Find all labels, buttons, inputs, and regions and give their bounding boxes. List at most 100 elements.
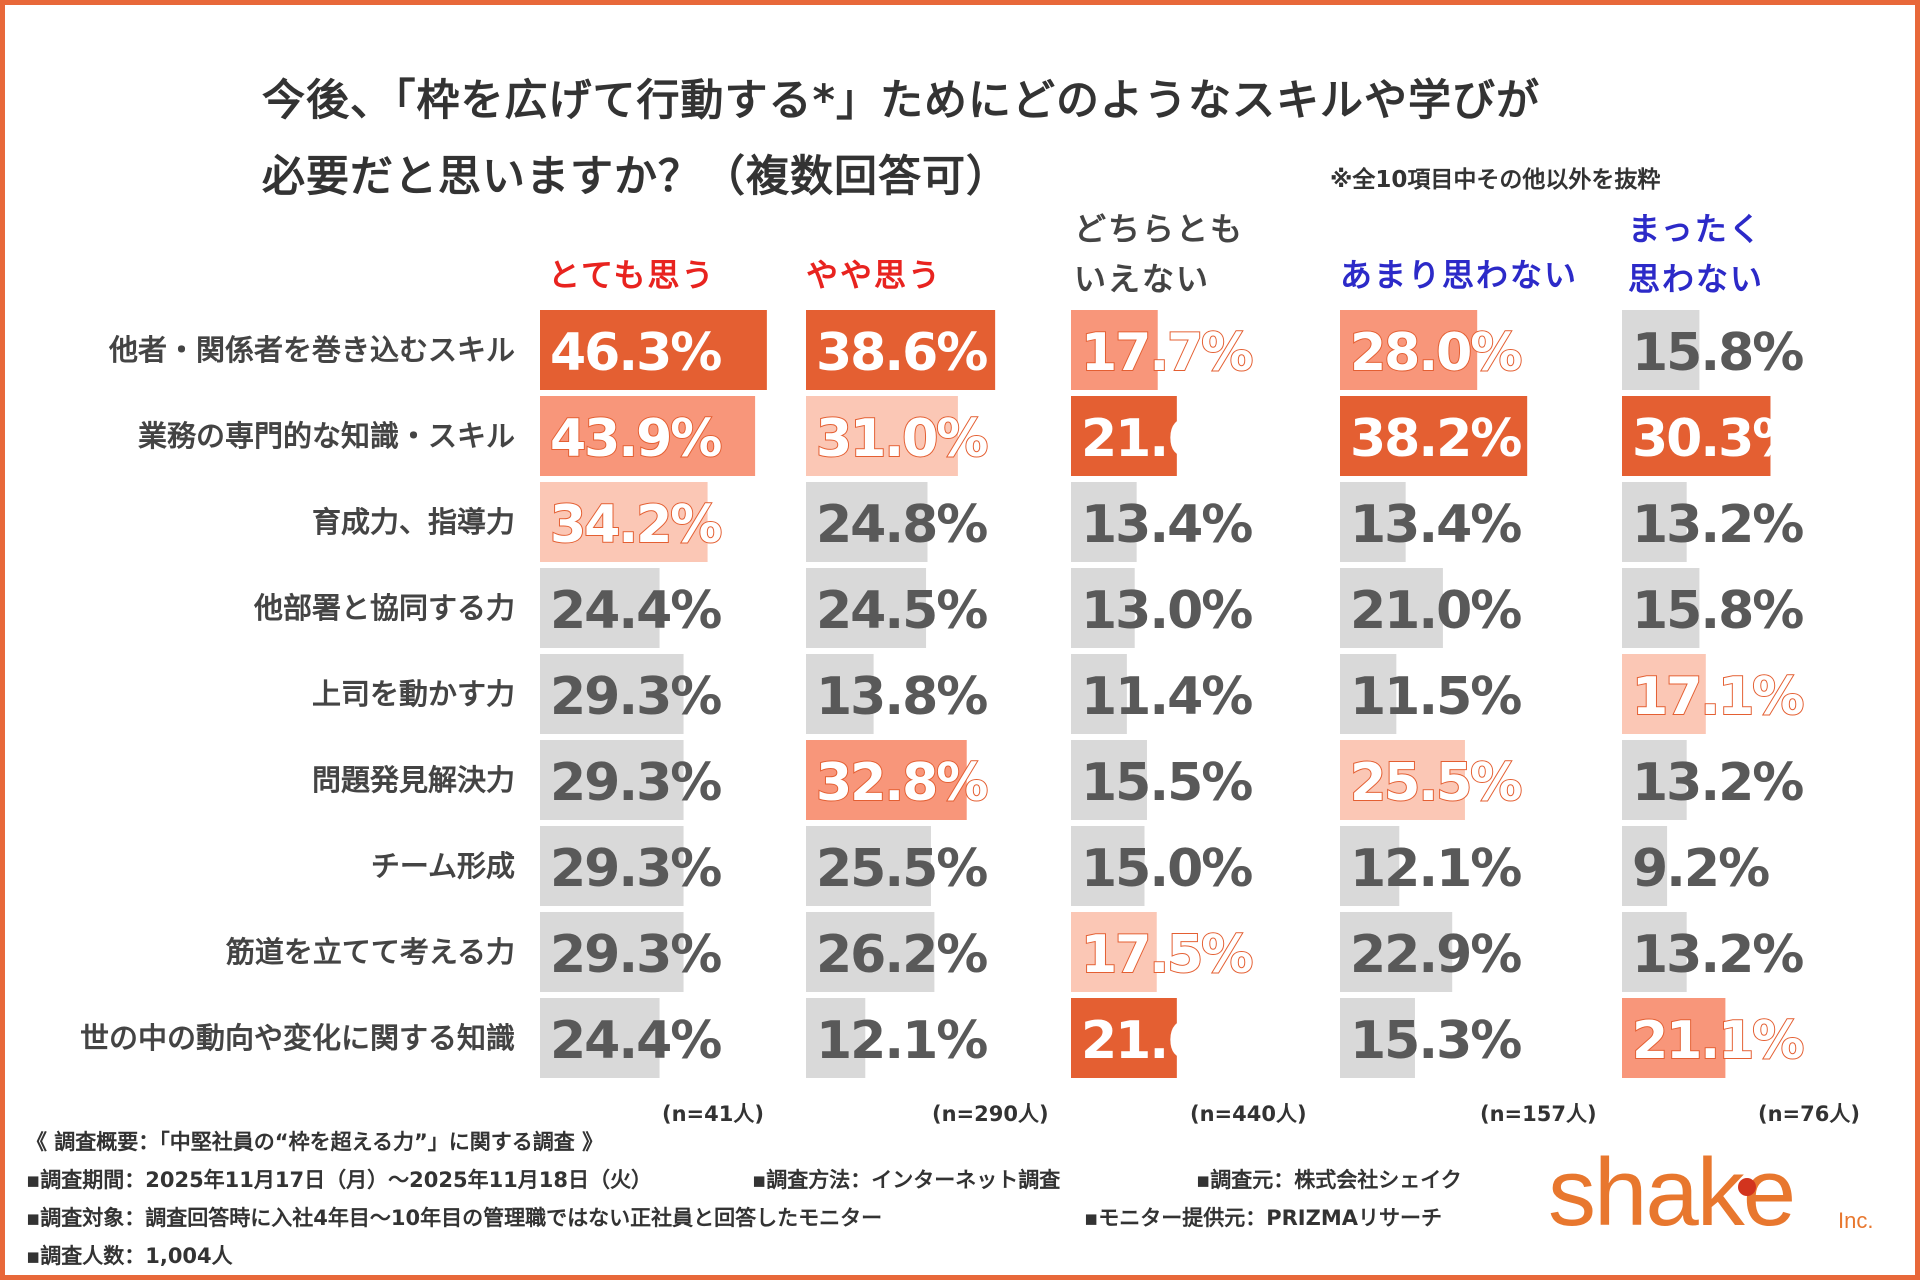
footer-overview: 《 調査概要：「中堅社員の“枠を超える力”」に関する調査 》 [26, 1130, 604, 1154]
bar-label-s5-r7: 9.2% [1632, 839, 1769, 899]
shake-logo-suffix: Inc. [1838, 1208, 1874, 1233]
bar-label-s3-r7: 15.0% [1081, 839, 1252, 899]
n-count-very-much: (n=41人) [662, 1102, 764, 1126]
bar-s5-r4 [1622, 568, 1700, 648]
bar-label-s2-r7: 25.5% [816, 839, 987, 899]
n-count-neutral: (n=440人) [1190, 1102, 1307, 1126]
bar-s4-r9 [1340, 998, 1415, 1078]
bar-label-s4-r9: 15.3% [1350, 1011, 1521, 1071]
footer-target: ▪調査対象：調査回答時に入社4年目～10年目の管理職ではない正社員と回答したモニ… [26, 1206, 883, 1230]
bar-s1-r2 [540, 396, 756, 476]
bar-s4-r5 [1340, 654, 1397, 734]
bar-label-s1-r4: 24.4% [550, 581, 721, 641]
row-label-2: 業務の専門的な知識・スキル [137, 419, 515, 453]
header-not-at-all-line-1: まったく [1628, 210, 1763, 248]
bar-label-s1-r9: 24.4% [550, 1011, 721, 1071]
bar-label-s1-r5: 29.3% [550, 667, 721, 727]
bar-s5-r8 [1622, 912, 1687, 992]
bar-s1-r8 [540, 912, 684, 992]
bar-s1-r7 [540, 826, 684, 906]
bar-label-s3-r9: 21.6% [1081, 1011, 1252, 1071]
bar-label-s1-r1: 46.3% [550, 323, 721, 383]
footer-monitor: ▪モニター提供元：PRIZMAリサーチ [1084, 1206, 1442, 1230]
bar-label-s1-r6: 29.3% [550, 753, 721, 813]
bar-label-s2-r1: 38.6% [816, 323, 987, 383]
footer-source: ▪調査元：株式会社シェイク [1196, 1168, 1462, 1192]
bar-s5-r5 [1622, 654, 1706, 734]
logo-dot-icon [1738, 1178, 1756, 1196]
bar-label-s3-r8: 17.5% [1081, 925, 1252, 985]
bar-s5-r7 [1622, 826, 1668, 906]
row-label-8: 筋道を立てて考える力 [225, 935, 515, 969]
bar-label-s4-r6: 25.5% [1350, 753, 1521, 813]
bar-label-s2-r6: 32.8% [816, 753, 987, 813]
bar-s1-r4 [540, 568, 660, 648]
bar-s2-r9 [806, 998, 866, 1078]
bar-label-s1-r3: 34.2% [550, 495, 721, 555]
header-not-much: あまり思わない [1340, 256, 1579, 294]
bar-label-s2-r5: 13.8% [816, 667, 987, 727]
row-label-5: 上司を動かす力 [311, 677, 515, 711]
bar-label-s5-r8: 13.2% [1632, 925, 1803, 985]
bar-s4-r7 [1340, 826, 1400, 906]
bar-label-s3-r2: 21.6% [1081, 409, 1252, 469]
bar-label-s3-r5: 11.4% [1081, 667, 1252, 727]
n-count-not-much: (n=157人) [1480, 1102, 1597, 1126]
chart-title-line-1: 今後、「枠を広げて行動する*」ためにどのようなスキルや学びが [262, 76, 1540, 126]
bar-s3-r9 [1071, 998, 1177, 1078]
bar-label-s5-r5: 17.1% [1632, 667, 1803, 727]
bar-label-s2-r4: 24.5% [816, 581, 987, 641]
bar-s2-r7 [806, 826, 931, 906]
bar-s4-r6 [1340, 740, 1465, 820]
bar-s2-r3 [806, 482, 928, 562]
note-text: ※全10項目中その他以外を抜粋 [1330, 167, 1661, 193]
bar-label-s5-r2: 30.3% [1632, 409, 1803, 469]
bar-label-s3-r1: 17.7% [1081, 323, 1252, 383]
bar-s2-r2 [806, 396, 958, 476]
bar-s3-r8 [1071, 912, 1157, 992]
bar-s4-r8 [1340, 912, 1453, 992]
footer-method: ▪調査方法：インターネット調査 [752, 1168, 1061, 1192]
bar-s2-r6 [806, 740, 967, 820]
bar-label-s4-r1: 28.0% [1350, 323, 1521, 383]
bar-s1-r9 [540, 998, 660, 1078]
bar-s3-r2 [1071, 396, 1177, 476]
row-label-3: 育成力、指導力 [311, 505, 515, 539]
bar-s3-r5 [1071, 654, 1127, 734]
bar-label-s3-r6: 15.5% [1081, 753, 1252, 813]
bar-s2-r5 [806, 654, 874, 734]
bar-label-s1-r8: 29.3% [550, 925, 721, 985]
bar-label-s1-r7: 29.3% [550, 839, 721, 899]
bar-s2-r1 [806, 310, 996, 390]
bar-label-s4-r7: 12.1% [1350, 839, 1521, 899]
bar-s4-r1 [1340, 310, 1478, 390]
bar-s5-r2 [1622, 396, 1771, 476]
bar-label-s5-r4: 15.8% [1632, 581, 1803, 641]
bar-label-s5-r9: 21.1% [1632, 1011, 1803, 1071]
footer-count: ▪調査人数：1,004人 [26, 1244, 233, 1268]
chart-title-line-2: 必要だと思いますか？（複数回答可） [262, 152, 1010, 202]
bar-label-s3-r4: 13.0% [1081, 581, 1252, 641]
bar-s5-r1 [1622, 310, 1700, 390]
header-neutral-line-1: どちらとも [1074, 210, 1245, 248]
bar-s4-r2 [1340, 396, 1528, 476]
header-neutral-line-2: いえない [1074, 260, 1211, 298]
row-label-1: 他者・関係者を巻き込むスキル [108, 333, 515, 367]
bar-label-s2-r8: 26.2% [816, 925, 987, 985]
row-label-4: 他部署と協同する力 [253, 591, 515, 625]
bar-s4-r4 [1340, 568, 1443, 648]
n-count-somewhat: (n=290人) [932, 1102, 1049, 1126]
bar-s5-r3 [1622, 482, 1687, 562]
header-not-at-all-line-2: 思わない [1628, 260, 1765, 298]
bar-s3-r6 [1071, 740, 1147, 820]
footer-period: ▪調査期間：2025年11月17日（月）～2025年11月18日（火） [26, 1168, 653, 1192]
bar-label-s5-r6: 13.2% [1632, 753, 1803, 813]
bar-s4-r3 [1340, 482, 1406, 562]
bar-s1-r3 [540, 482, 708, 562]
bar-s1-r1 [540, 310, 767, 390]
bar-label-s5-r3: 13.2% [1632, 495, 1803, 555]
shake-logo: shake [1548, 1139, 1796, 1246]
header-somewhat: やや思う [806, 256, 943, 294]
bar-s5-r6 [1622, 740, 1687, 820]
